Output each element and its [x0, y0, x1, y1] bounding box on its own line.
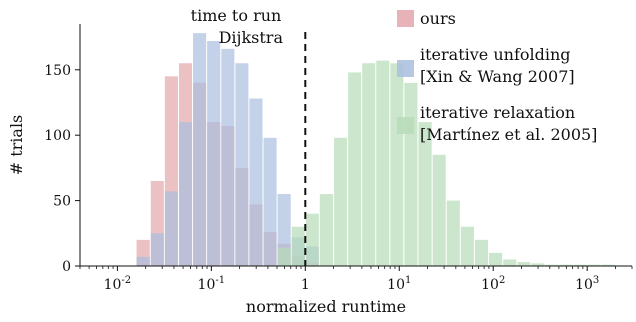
bar-series-2-bin-10 [418, 122, 432, 266]
bar-series-1-bin-1 [150, 233, 164, 266]
x-tick-label-0: 10-2 [104, 275, 132, 293]
bar-series-1-bin-6 [221, 48, 235, 267]
bar-series-2-bin-2 [305, 213, 319, 266]
bar-series-2-bin-5 [348, 72, 362, 267]
legend-label-iterative-relaxation: iterative relaxation [420, 103, 575, 122]
bar-series-2-bin-6 [362, 63, 376, 267]
bar-series-2-bin-12 [446, 200, 460, 266]
legend-citation-martinez: [Martínez et al. 2005] [420, 125, 597, 144]
bars-layer [136, 33, 615, 267]
bar-series-2-bin-4 [334, 137, 348, 266]
x-tick-label-3: 101 [387, 275, 411, 293]
bar-series-2-bin-9 [404, 82, 418, 266]
legend-swatch-iterative-unfolding [397, 60, 414, 77]
bar-series-2-bin-7 [376, 60, 390, 266]
x-ticks: 10-2 10-1 1 101 102 103 [79, 266, 633, 293]
bar-series-1-bin-2 [164, 191, 178, 266]
bar-series-1-bin-8 [249, 98, 263, 266]
bar-series-1-bin-7 [235, 63, 249, 267]
legend-label-ours: ours [420, 9, 456, 28]
legend-swatch-ours [397, 10, 414, 27]
bar-series-2-bin-20 [559, 264, 573, 266]
x-tick-label-2: 1 [301, 277, 310, 293]
legend-citation-xin-wang: [Xin & Wang 2007] [420, 67, 575, 86]
bar-series-2-bin-0 [277, 247, 291, 266]
bar-series-2-bin-3 [319, 194, 334, 266]
y-axis-label: # trials [7, 115, 26, 176]
y-tick-label-2: 100 [44, 128, 71, 144]
annotation-line1: time to run [191, 6, 282, 25]
bar-series-1-bin-5 [207, 41, 221, 267]
x-tick-label-5: 103 [575, 275, 599, 293]
bar-series-1-bin-3 [178, 122, 193, 266]
bar-series-2-bin-15 [489, 252, 503, 266]
bar-series-2-bin-14 [474, 239, 489, 266]
legend: ours iterative unfolding [Xin & Wang 200… [397, 9, 597, 144]
y-tick-label-0: 0 [62, 259, 71, 275]
bar-series-2-bin-8 [390, 63, 404, 267]
x-tick-label-1: 10-1 [198, 275, 226, 293]
bar-series-1-bin-4 [193, 33, 207, 267]
bar-series-2-bin-19 [545, 264, 559, 266]
bar-series-2-bin-23 [601, 264, 615, 266]
axes-layer [79, 24, 632, 267]
y-ticks: 0 50 100 150 [44, 63, 80, 275]
bar-series-2-bin-1 [291, 226, 305, 266]
bar-series-2-bin-13 [460, 226, 474, 266]
bar-series-1-bin-0 [136, 256, 150, 266]
bar-series-1-bin-9 [263, 137, 277, 266]
legend-label-iterative-unfolding: iterative unfolding [420, 45, 571, 64]
bar-series-2-bin-17 [517, 262, 531, 266]
bar-series-2-bin-11 [432, 154, 446, 266]
bar-series-2-bin-21 [573, 264, 587, 266]
legend-swatch-iterative-relaxation [397, 117, 414, 134]
y-tick-label-1: 50 [53, 194, 71, 210]
x-tick-label-4: 102 [481, 275, 505, 293]
bar-series-2-bin-22 [587, 264, 601, 266]
bar-series-2-bin-16 [503, 259, 517, 266]
y-tick-label-3: 150 [44, 63, 71, 79]
annotation-line2: Dijkstra [219, 28, 284, 47]
bar-series-2-bin-18 [531, 263, 545, 266]
x-axis-label: normalized runtime [246, 297, 406, 316]
